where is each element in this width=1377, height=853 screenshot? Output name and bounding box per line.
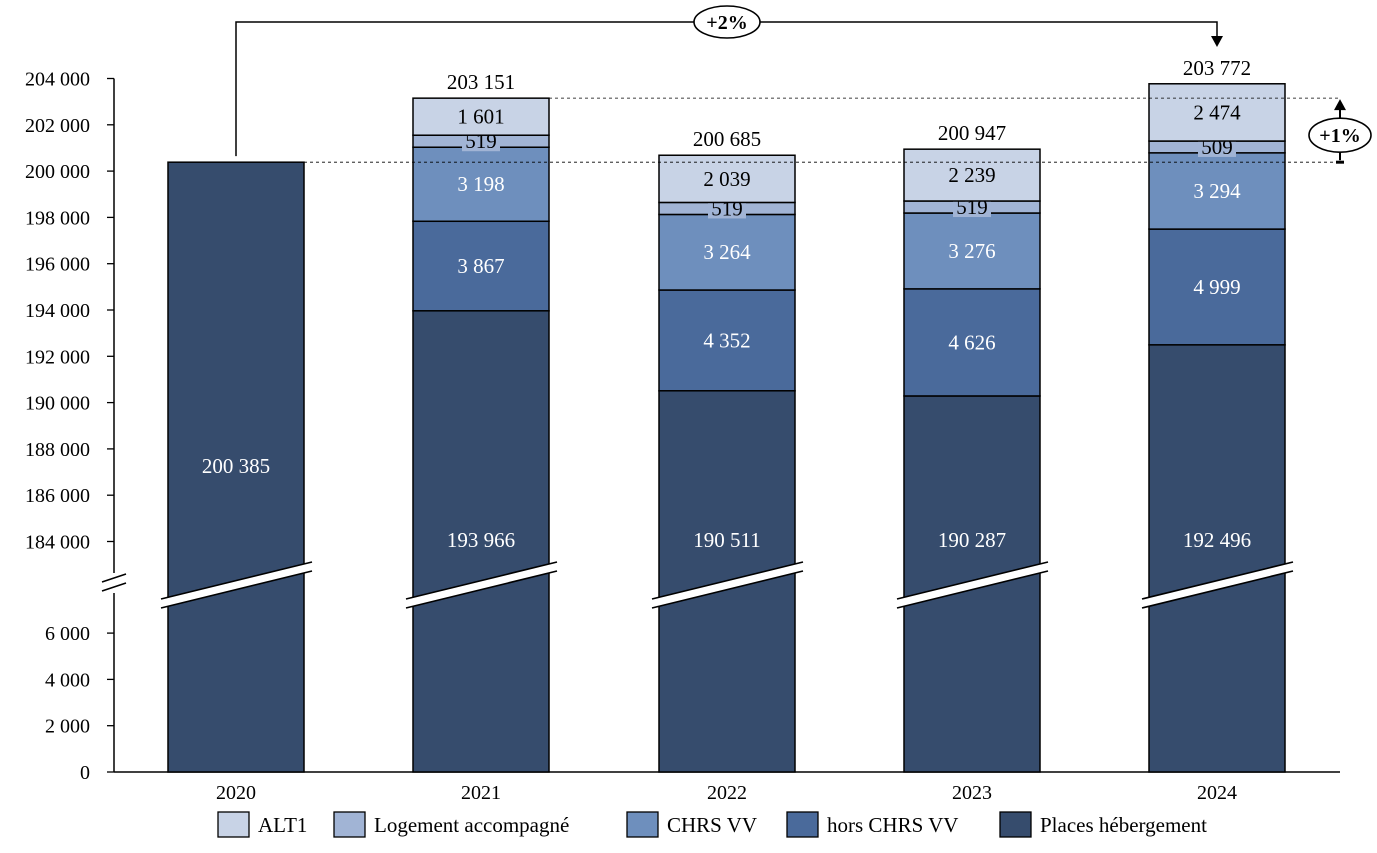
legend-label: Logement accompagné — [374, 813, 569, 837]
annotations: +2% +1% — [235, 5, 1372, 164]
data-label: 3 867 — [457, 254, 504, 278]
bar-segment — [1148, 344, 1286, 773]
bar-break-line — [405, 570, 558, 609]
data-label: 2 039 — [703, 167, 750, 191]
data-label: 4 626 — [948, 330, 995, 354]
bar-segment — [658, 213, 796, 291]
data-label: 4 352 — [703, 328, 750, 352]
bar-segment — [412, 97, 550, 136]
x-tick-label: 2022 — [707, 782, 747, 804]
arrow-head — [1334, 99, 1346, 111]
legend-label: ALT1 — [258, 813, 307, 837]
data-label: 190 511 — [693, 528, 760, 552]
bar-break-line — [405, 561, 558, 600]
y-tick-label: 184 000 — [25, 532, 90, 554]
bar-break-line — [896, 570, 1049, 609]
y-tick-label: 194 000 — [25, 300, 90, 322]
data-label: 3 294 — [1193, 179, 1241, 203]
bar-break-line — [160, 570, 313, 609]
bar-break-line — [651, 561, 804, 600]
bar-break-gap — [1142, 562, 1293, 608]
y-tick-label: 198 000 — [25, 207, 90, 229]
legend: ALT1 Logement accompagné CHRS VV hors CHRS … — [217, 811, 1207, 838]
data-label: 3 264 — [703, 240, 751, 264]
data-label: 2 474 — [1193, 100, 1241, 124]
bar-break-line — [1141, 570, 1294, 609]
y-tick-label: 196 000 — [25, 254, 90, 276]
bar-break-gap — [161, 562, 312, 608]
legend-swatch — [999, 811, 1032, 838]
y-tick-label: 202 000 — [25, 115, 90, 137]
bar-segment — [903, 212, 1041, 290]
growth-badge — [693, 5, 761, 39]
total-label: 200 685 — [693, 127, 761, 151]
bar-segment — [1148, 83, 1286, 142]
data-label: 200 385 — [202, 454, 270, 478]
bar-break-gap — [652, 562, 803, 608]
bar-segment — [1148, 152, 1286, 230]
bar-segment — [903, 288, 1041, 397]
y-tick-label: 190 000 — [25, 393, 90, 415]
bar-segment — [658, 289, 796, 392]
bar-break-line — [160, 561, 313, 600]
y-tick-label: 0 — [80, 762, 90, 784]
legend-swatch — [333, 811, 366, 838]
total-label: 200 947 — [938, 121, 1006, 145]
growth-badge — [1308, 117, 1372, 153]
x-tick-label: 2020 — [216, 782, 256, 804]
bar-segment — [903, 148, 1041, 202]
y-tick-label: 204 000 — [25, 69, 90, 91]
data-label: 4 999 — [1193, 275, 1240, 299]
y-tick-label: 4 000 — [45, 669, 90, 691]
y-tick-label: 192 000 — [25, 346, 90, 368]
bar-segment — [167, 161, 305, 773]
x-tick-label: 2021 — [461, 782, 501, 804]
y-tick-label: 6 000 — [45, 623, 90, 645]
bar-segment — [1148, 228, 1286, 346]
legend-label: CHRS VV — [667, 813, 757, 837]
bar-break-gap — [406, 562, 557, 608]
legend-swatch — [786, 811, 819, 838]
bar-segment — [412, 146, 550, 223]
axis-break-mark — [101, 582, 127, 592]
axis-break-mark — [101, 573, 127, 583]
y-tick-label: 2 000 — [45, 716, 90, 738]
data-label: 3 276 — [948, 239, 995, 263]
y-tick-label: 188 000 — [25, 439, 90, 461]
bar-break-gap — [897, 562, 1048, 608]
bar-break-line — [651, 570, 804, 609]
x-tick-label: 2024 — [1197, 782, 1237, 804]
y-tick-label: 200 000 — [25, 161, 90, 183]
growth-total-label: +2% — [706, 12, 747, 34]
growth-upper-label: +1% — [1319, 125, 1360, 147]
data-label: 2 239 — [948, 163, 995, 187]
bar-break-line — [896, 561, 1049, 600]
bar-segment — [658, 154, 796, 204]
x-tick-label: 2023 — [952, 782, 992, 804]
bar-break-line — [1141, 561, 1294, 600]
data-label: 193 966 — [447, 528, 515, 552]
bar-segment — [412, 310, 550, 773]
total-label: 203 772 — [1183, 56, 1251, 80]
legend-label: Places hébergement — [1040, 813, 1207, 837]
data-label: 192 496 — [1183, 528, 1251, 552]
legend-swatch — [217, 811, 250, 838]
data-label: 1 601 — [457, 105, 504, 129]
legend-swatch — [626, 811, 659, 838]
bar-segment — [412, 220, 550, 312]
legend-label: hors CHRS VV — [827, 813, 958, 837]
data-label: 3 198 — [457, 172, 504, 196]
data-label: 190 287 — [938, 528, 1006, 552]
total-label: 203 151 — [447, 70, 515, 94]
y-tick-label: 186 000 — [25, 485, 90, 507]
arrow-head — [1211, 36, 1223, 47]
